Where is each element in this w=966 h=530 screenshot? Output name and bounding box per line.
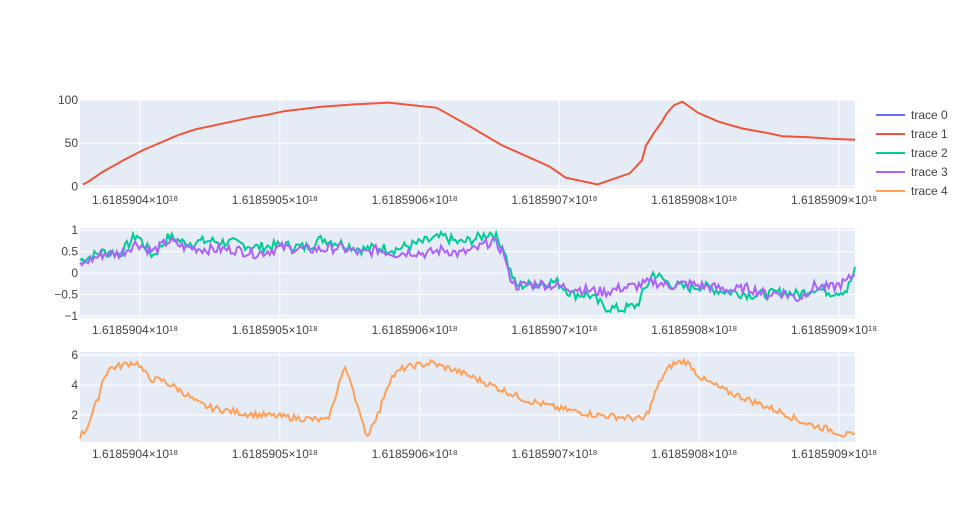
y-tick-label: 2: [71, 408, 78, 422]
x-tick-label: 1.6185908×10¹⁸: [651, 323, 737, 337]
x-tick-label: 1.6185904×10¹⁸: [92, 323, 178, 337]
legend-label: trace 2: [911, 146, 948, 160]
y-tick-label: 1: [71, 223, 78, 237]
x-tick-label: 1.6185905×10¹⁸: [232, 193, 318, 207]
x-tick-label: 1.6185904×10¹⁸: [92, 193, 178, 207]
plot-area-1: [80, 100, 855, 188]
x-tick-label: 1.6185909×10¹⁸: [791, 193, 877, 207]
y-tick-label: 50: [65, 136, 79, 150]
x-tick-label: 1.6185906×10¹⁸: [372, 323, 458, 337]
trace-4-line: [79, 357, 856, 439]
x-tick-label: 1.6185908×10¹⁸: [651, 193, 737, 207]
x-tick-label: 1.6185905×10¹⁸: [232, 323, 318, 337]
legend-label: trace 4: [911, 184, 948, 198]
y-tick-label: −1: [64, 309, 78, 323]
y-tick-label: 0: [71, 266, 78, 280]
legend-label: trace 3: [911, 165, 948, 179]
y-tick-label: 6: [71, 348, 78, 362]
y-tick-label: −0.5: [54, 287, 78, 301]
y-tick-label: 4: [71, 378, 78, 392]
x-tick-label: 1.6185905×10¹⁸: [232, 447, 318, 461]
x-tick-label: 1.6185909×10¹⁸: [791, 447, 877, 461]
trace-2-line: [79, 229, 856, 314]
x-tick-label: 1.6185904×10¹⁸: [92, 447, 178, 461]
legend-label: trace 1: [911, 127, 948, 141]
y-tick-label: 0: [71, 179, 78, 193]
y-tick-label: 100: [58, 93, 78, 107]
trace-1-line: [82, 100, 856, 186]
x-tick-label: 1.6185908×10¹⁸: [651, 447, 737, 461]
trace-3-line: [79, 235, 856, 303]
x-tick-label: 1.6185906×10¹⁸: [372, 447, 458, 461]
plot-area-3: [80, 352, 855, 442]
x-tick-label: 1.6185907×10¹⁸: [511, 193, 597, 207]
x-tick-label: 1.6185907×10¹⁸: [511, 323, 597, 337]
x-tick-label: 1.6185909×10¹⁸: [791, 323, 877, 337]
y-tick-label: 0.5: [61, 245, 78, 259]
legend-label: trace 0: [911, 108, 948, 122]
x-tick-label: 1.6185906×10¹⁸: [372, 193, 458, 207]
x-tick-label: 1.6185907×10¹⁸: [511, 447, 597, 461]
